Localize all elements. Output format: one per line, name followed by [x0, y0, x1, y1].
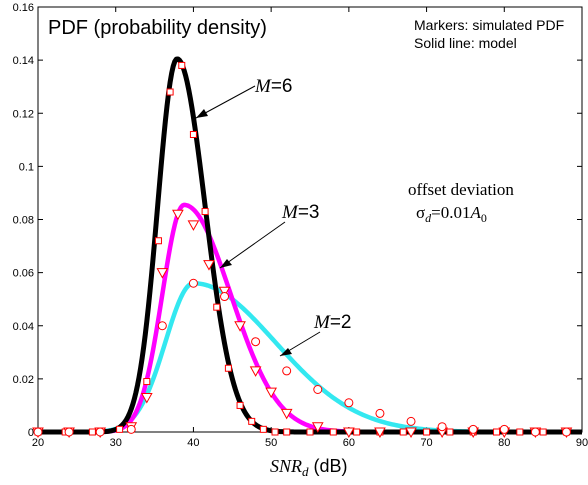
y-tick-label: 0.1 [19, 161, 34, 173]
label-m2: M=2 [279, 312, 352, 357]
marker-circle [33, 427, 43, 437]
y-tick-label: 0.06 [13, 268, 34, 280]
marker-square [329, 428, 337, 436]
arrow-m3 [219, 221, 286, 269]
marker-triangle [234, 321, 246, 332]
plot-frame [37, 6, 583, 433]
x-tick-label: 20 [32, 437, 44, 449]
arrowhead-m6 [196, 109, 208, 118]
marker-circle [64, 427, 74, 437]
marker-circle [251, 337, 261, 347]
marker-circle [561, 427, 571, 437]
marker-circle [313, 385, 323, 394]
x-axis-ticks: 20 30 40 50 60 70 80 90 [32, 7, 588, 449]
y-tick-label: 0.04 [13, 321, 34, 333]
marker-square [283, 428, 291, 436]
marker-square [306, 428, 314, 436]
marker-square [423, 428, 431, 436]
arrowhead-m2 [280, 348, 292, 356]
sigma-subscript: d [425, 211, 432, 225]
marker-circle [406, 416, 416, 426]
marker-square [224, 364, 232, 372]
marker-circle [437, 422, 447, 432]
marker-circle [468, 424, 478, 434]
marker-triangle [343, 427, 355, 439]
marker-square [201, 208, 209, 216]
marker-circle [530, 427, 540, 437]
legend-markers-text: Markers: simulated PDF [414, 17, 564, 33]
sigma-symbol: σ [416, 203, 425, 222]
marker-triangle [249, 366, 262, 377]
label-m3-text: M=3 [281, 202, 320, 223]
marker-square [539, 428, 547, 436]
marker-square [493, 428, 501, 436]
label-m2-text: M=2 [313, 312, 352, 333]
x-tick-label: 40 [187, 437, 199, 449]
marker-triangle [187, 220, 200, 231]
marker-square [88, 428, 96, 436]
marker-square [446, 428, 454, 436]
y-tick-label: 0.14 [13, 55, 34, 67]
x-tick-label: 30 [110, 437, 122, 449]
marker-square [213, 303, 221, 311]
marker-square [116, 425, 124, 433]
y-tick-label: 0.08 [13, 215, 34, 227]
marker-square [154, 237, 162, 245]
marker-square [189, 131, 197, 138]
marker-circle [126, 424, 136, 434]
marker-triangle [405, 427, 417, 439]
x-tick-label: 80 [498, 437, 510, 449]
marker-circle [344, 398, 354, 408]
label-m6: M=6 [195, 76, 293, 119]
marker-triangle [280, 408, 293, 420]
marker-square [259, 425, 267, 433]
x-tick-label: 90 [576, 437, 588, 449]
marker-triangle [265, 387, 277, 399]
marker-square [166, 88, 174, 96]
offset-sigma-equation: σd=0.01A0 [416, 203, 487, 225]
chart-title: PDF (probability density) [48, 17, 267, 39]
offset-A: A [470, 203, 482, 222]
marker-square [236, 401, 244, 409]
marker-triangle [374, 427, 386, 439]
legend-line-text: Solid line: model [414, 35, 517, 51]
marker-square [248, 417, 256, 425]
marker-square [399, 428, 407, 436]
y-tick-label: 0.02 [13, 374, 34, 386]
marker-triangle [203, 260, 215, 271]
marker-circle [282, 366, 292, 376]
arrowhead-m3 [220, 259, 232, 268]
marker-circle [220, 292, 230, 302]
x-axis-label: SNRd (dB) [270, 456, 348, 479]
marker-circle [157, 321, 167, 331]
marker-square [516, 428, 524, 436]
marker-circle [188, 278, 198, 288]
marker-circle [375, 408, 385, 418]
offset-A-subscript: 0 [481, 211, 487, 225]
x-tick-label: 50 [265, 437, 277, 449]
marker-circle [95, 427, 105, 437]
x-tick-label: 60 [343, 437, 355, 449]
marker-triangle [156, 268, 169, 279]
marker-square [353, 428, 361, 436]
marker-triangle [311, 422, 324, 433]
marker-triangle [140, 392, 153, 404]
marker-triangle [218, 286, 231, 298]
offset-equals: =0.01 [431, 203, 470, 222]
marker-circle [499, 424, 509, 434]
y-tick-label: 0 [28, 427, 34, 439]
marker-square [143, 378, 151, 386]
label-m6-text: M=6 [254, 76, 293, 97]
marker-triangle [172, 209, 184, 221]
y-axis-ticks: 0 0.02 0.04 0.06 0.08 0.1 0.12 0.14 0.16 [13, 2, 582, 439]
label-m3: M=3 [219, 202, 320, 269]
marker-square [178, 61, 186, 69]
y-tick-label: 0.16 [13, 2, 34, 14]
y-tick-label: 0.12 [13, 108, 34, 120]
offset-deviation-label: offset deviation [408, 180, 514, 199]
x-tick-label: 70 [420, 437, 432, 449]
marker-square [271, 428, 279, 436]
simulated-markers [32, 61, 573, 439]
